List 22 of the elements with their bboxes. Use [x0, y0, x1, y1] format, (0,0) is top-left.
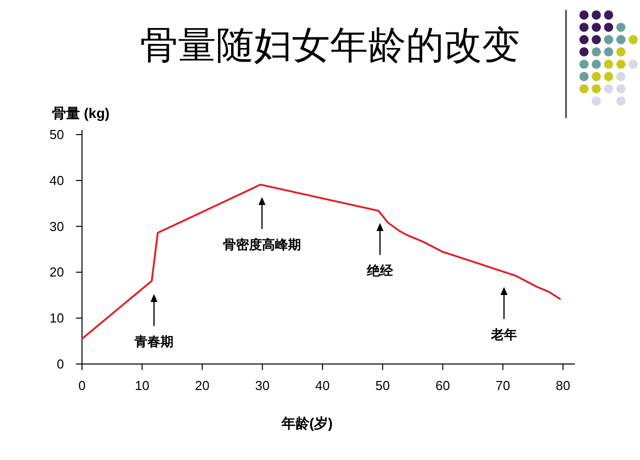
x-tick-label: 20	[195, 378, 210, 393]
x-tick-label: 70	[496, 378, 510, 393]
x-tick-label: 0	[78, 378, 86, 393]
annotation: 老年	[490, 327, 517, 342]
y-tick-label: 20	[50, 264, 64, 280]
annotation: 绝经	[366, 263, 394, 278]
y-tick-label: 10	[50, 310, 64, 326]
y-tick-label: 0	[56, 356, 64, 372]
y-axis-title: 骨量 (kg)	[52, 105, 110, 121]
x-tick-label: 10	[134, 378, 150, 393]
y-tick-label: 50	[50, 127, 64, 142]
annotation: 青春期	[134, 334, 174, 349]
x-tick-label: 60	[435, 378, 450, 393]
annotation: 骨密度高峰期	[223, 237, 301, 252]
y-tick-label: 30	[50, 218, 64, 234]
x-tick-label: 80	[556, 378, 570, 393]
y-tick-label: 40	[50, 172, 64, 188]
chart-title: 骨量随妇女年龄的改变	[140, 25, 520, 67]
x-tick-label: 40	[315, 378, 330, 393]
x-tick-label: 30	[255, 378, 270, 393]
x-tick-label: 50	[375, 378, 390, 393]
x-axis-title: 年龄(岁)	[280, 415, 333, 431]
